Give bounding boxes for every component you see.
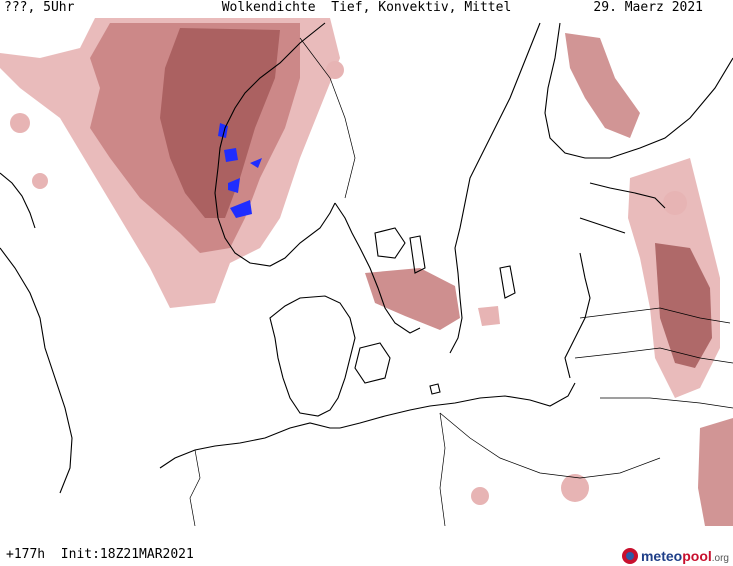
cloud-patch-small bbox=[663, 191, 687, 215]
meteopool-logo[interactable]: meteopool.org bbox=[621, 548, 729, 564]
forecast-time-label: ???, 5Uhr bbox=[4, 0, 75, 15]
cloud-patch-right-edge bbox=[698, 418, 733, 526]
coast-skagerrak bbox=[334, 202, 421, 334]
coast-sweden-east bbox=[449, 22, 541, 354]
precip-layer bbox=[218, 123, 262, 218]
coast-jutland bbox=[269, 295, 356, 417]
forecast-date: 29. Maerz 2021 bbox=[593, 0, 703, 15]
cloud-patch-small bbox=[32, 173, 48, 189]
border-norway-sweden bbox=[299, 37, 356, 199]
lake-vanern bbox=[374, 227, 406, 259]
island-bornholm bbox=[429, 383, 441, 395]
cloud-layer bbox=[0, 18, 733, 526]
meteopool-logo-icon bbox=[621, 548, 638, 564]
cloud-patch-south-sweden bbox=[365, 268, 460, 330]
border-netherlands bbox=[189, 449, 201, 526]
coast-scotland bbox=[0, 172, 36, 229]
precip-cell bbox=[250, 158, 262, 168]
map-title: Wolkendichte Tief, Konvektiv, Mittel bbox=[221, 0, 512, 15]
precip-cell bbox=[228, 178, 240, 193]
coast-baltic-states bbox=[564, 252, 591, 379]
precip-cell bbox=[230, 200, 252, 218]
coast-finland bbox=[544, 22, 733, 159]
cloud-patch-small bbox=[10, 113, 30, 133]
cloud-core-baltic bbox=[655, 243, 712, 368]
precip-cell bbox=[224, 148, 238, 162]
run-info: +177h Init:18Z21MAR2021 bbox=[6, 547, 194, 562]
weather-map bbox=[0, 18, 733, 526]
coast-norway bbox=[214, 22, 336, 267]
coast-south-baltic bbox=[339, 382, 576, 429]
cloud-patch-oland bbox=[478, 306, 500, 326]
cloud-patch-small bbox=[471, 487, 489, 505]
island-gotland bbox=[499, 265, 516, 299]
border-baltic bbox=[574, 307, 733, 409]
coast-zealand bbox=[354, 342, 391, 384]
border-germany bbox=[439, 412, 446, 526]
coastlines bbox=[0, 22, 733, 526]
border-poland bbox=[439, 412, 661, 479]
cloud-patch-small bbox=[561, 474, 589, 502]
cloud-patch-finland bbox=[565, 33, 640, 138]
meteopool-logo-text: meteopool.org bbox=[640, 548, 729, 564]
lake-vattern bbox=[409, 235, 426, 274]
coast-estonia bbox=[579, 182, 666, 234]
coast-uk-east bbox=[0, 247, 73, 494]
cloud-patch-small bbox=[326, 61, 344, 79]
coast-north-sea-south bbox=[159, 422, 340, 469]
